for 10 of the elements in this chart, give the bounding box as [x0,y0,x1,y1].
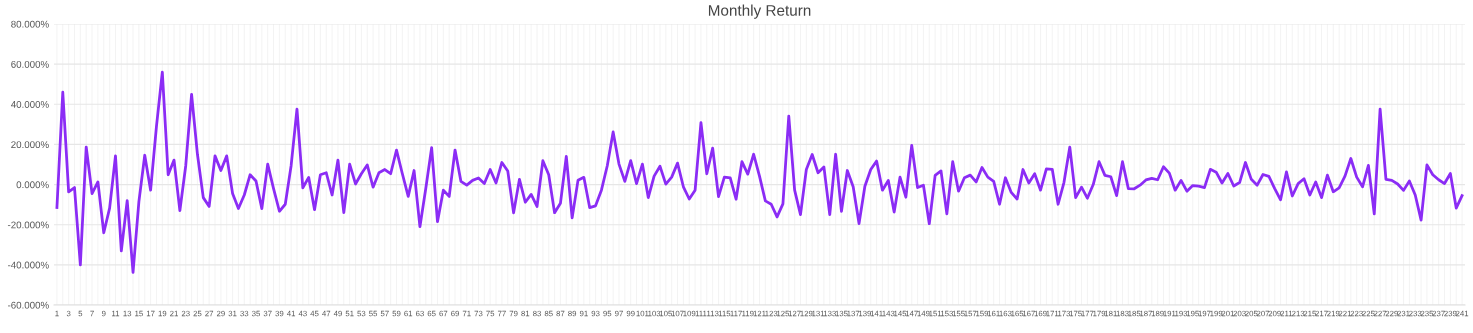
line-series [55,70,1464,274]
y-tick-label: 0.000% [16,181,49,189]
y-tick-label: 20.000% [11,141,49,149]
y-tick-label: 40.000% [10,101,49,108]
y-tick-label: -40.000% [7,261,49,269]
y-tick-label: 80.000% [11,20,49,28]
y-tick-label: -60.000% [7,301,49,309]
chart-title: Monthly Return [708,4,811,19]
y-tick-label: -20.000% [7,221,49,229]
y-tick-label: 60.000% [11,60,49,68]
